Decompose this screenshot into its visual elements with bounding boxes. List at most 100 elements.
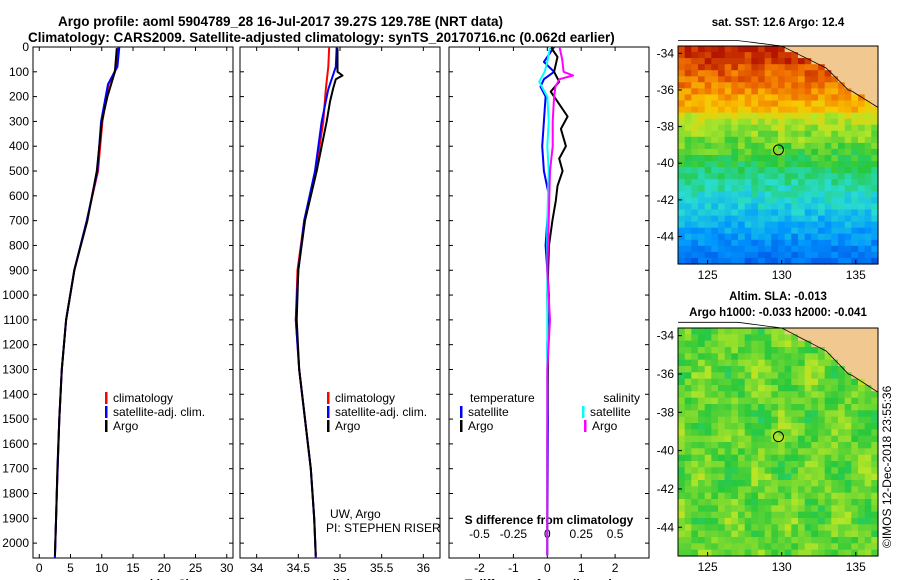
map-cell	[844, 467, 852, 475]
map-cell	[871, 448, 879, 456]
map-cell	[771, 340, 779, 348]
map-cell	[798, 372, 806, 380]
map-cell	[871, 106, 879, 114]
map-cell	[804, 429, 812, 437]
map-cell	[764, 130, 772, 138]
map-cell	[764, 385, 772, 392]
lat-tick-label: -38	[657, 120, 675, 134]
map-cell	[824, 118, 832, 126]
map-cell	[798, 473, 806, 481]
map-cell	[751, 492, 759, 500]
map-cell	[791, 480, 799, 487]
map-cell	[864, 334, 872, 342]
map-cell	[784, 142, 792, 150]
map-cell	[764, 467, 772, 475]
map-cell	[704, 461, 712, 468]
argo-float-marker	[772, 144, 784, 156]
map-cell	[778, 118, 786, 126]
map-cell	[684, 70, 692, 77]
map-cell	[858, 454, 866, 462]
map-cell	[731, 347, 739, 354]
map-cell	[718, 448, 726, 456]
map-cell	[731, 203, 739, 211]
map-cell	[704, 161, 712, 168]
map-cell	[791, 467, 799, 475]
map-cell	[684, 58, 692, 65]
map-cell	[751, 124, 759, 132]
map-cell	[738, 347, 746, 354]
map-cell	[718, 429, 726, 437]
map-cell	[784, 257, 792, 265]
map-cell	[871, 251, 879, 259]
map-cell	[684, 435, 692, 443]
map-cell	[831, 155, 839, 162]
map-cell	[711, 537, 719, 544]
map-cell	[871, 221, 879, 229]
map-cell	[844, 442, 852, 449]
map-cell	[851, 64, 859, 71]
map-cell	[718, 239, 726, 247]
map-cell	[798, 366, 806, 373]
map-cell	[831, 391, 839, 399]
map-cell	[691, 461, 699, 468]
map-cell	[844, 416, 852, 424]
map-cell	[711, 511, 719, 519]
map-cell	[731, 257, 739, 265]
map-cell	[751, 372, 759, 380]
map-cell	[738, 366, 746, 373]
map-cell	[751, 209, 759, 217]
map-cell	[811, 467, 819, 475]
map-cell	[738, 537, 746, 544]
map-cell	[791, 454, 799, 462]
map-cell	[858, 173, 866, 180]
map-cell	[864, 106, 872, 114]
map-cell	[698, 209, 706, 217]
legend-label-2: Argo	[335, 419, 361, 433]
map-cell	[798, 347, 806, 354]
map-cell	[678, 340, 686, 348]
map-cell	[771, 197, 779, 205]
map-cell	[864, 410, 872, 418]
map-cell	[824, 473, 832, 481]
map-cell	[864, 423, 872, 430]
map-cell	[831, 385, 839, 392]
map-cell	[738, 340, 746, 348]
map-cell	[731, 58, 739, 65]
map-cell	[778, 155, 786, 162]
map-cell	[804, 505, 812, 513]
map-cell	[711, 100, 719, 108]
map-cell	[811, 82, 819, 89]
map-cell	[771, 251, 779, 259]
map-cell	[804, 410, 812, 418]
map-cell	[844, 155, 852, 162]
map-cell	[804, 161, 812, 168]
map-cell	[798, 442, 806, 449]
map-cell	[851, 549, 859, 557]
map-cell	[798, 70, 806, 77]
x-tick-label: 30	[220, 561, 234, 575]
map-cell	[824, 130, 832, 138]
map-cell	[818, 227, 826, 235]
legend-label-0: climatology	[335, 391, 395, 405]
map-cell	[744, 486, 752, 494]
map-cell	[858, 366, 866, 373]
map-cell	[758, 203, 766, 211]
map-cell	[704, 185, 712, 192]
map-cell	[771, 70, 779, 77]
map-cell	[804, 82, 812, 89]
map-cell	[678, 76, 686, 83]
temperature-panel: 0100200300400500600700800900100011001200…	[2, 40, 233, 580]
map-cell	[698, 480, 706, 487]
map-cell	[744, 353, 752, 361]
map-cell	[704, 221, 712, 229]
map-cell	[871, 391, 879, 399]
map-cell	[871, 442, 879, 449]
map-cell	[731, 167, 739, 174]
map-cell	[824, 179, 832, 186]
map-cell	[824, 239, 832, 247]
map-cell	[738, 328, 746, 335]
map-cell	[784, 197, 792, 205]
map-cell	[744, 435, 752, 443]
map-cell	[744, 328, 752, 335]
map-cell	[818, 454, 826, 462]
